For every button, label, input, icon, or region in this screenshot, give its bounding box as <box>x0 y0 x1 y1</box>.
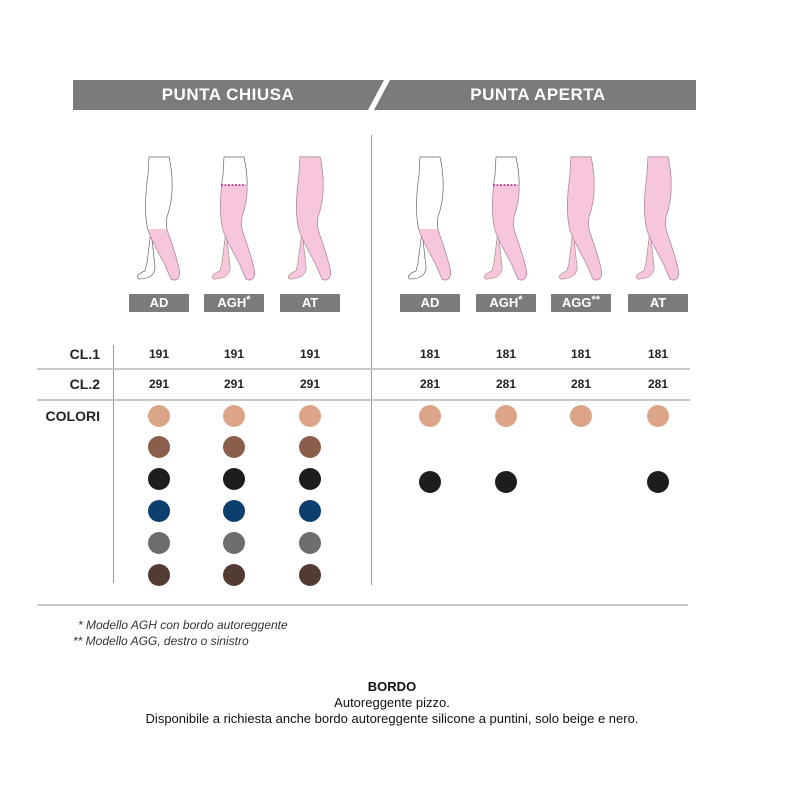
color-swatch <box>148 405 170 427</box>
model-code: AD <box>420 295 440 310</box>
cl2-code: 291 <box>148 377 170 391</box>
footnote-agg: ** Modello AGG, destro o sinistro <box>73 634 249 648</box>
footnote-agh: * Modello AGH con bordo autoreggente <box>78 618 288 632</box>
leg-illustration-ad <box>400 155 460 285</box>
color-swatch <box>299 405 321 427</box>
color-swatch <box>223 436 245 458</box>
model-label-at: AT <box>280 294 340 312</box>
cl1-code: 181 <box>570 347 592 361</box>
leg-illustration-at <box>628 155 688 285</box>
bordo-title: BORDO <box>367 679 417 694</box>
color-swatch <box>223 500 245 522</box>
cl1-code: 191 <box>223 347 245 361</box>
color-swatch <box>299 468 321 490</box>
model-code: AT <box>301 295 319 310</box>
cl2-code: 291 <box>223 377 245 391</box>
bordo-line2: Disponibile a richiesta anche bordo auto… <box>145 711 639 726</box>
color-swatch <box>299 532 321 554</box>
row-label-cl1: CL.1 <box>69 346 100 362</box>
bordo-line1: Autoreggente pizzo. <box>334 695 450 710</box>
color-swatch <box>647 471 669 493</box>
model-code: AT <box>649 295 667 310</box>
cl2-code: 281 <box>570 377 592 391</box>
color-swatch <box>223 532 245 554</box>
header-punta-chiusa: PUNTA CHIUSA <box>73 80 383 110</box>
color-swatch <box>223 564 245 586</box>
color-swatch <box>299 436 321 458</box>
color-swatch <box>570 405 592 427</box>
cl2-code: 291 <box>299 377 321 391</box>
cl1-code: 181 <box>647 347 669 361</box>
model-label-agh: AGH* <box>204 294 264 312</box>
color-swatch <box>223 405 245 427</box>
row-label-cl2: CL.2 <box>69 376 100 392</box>
row-divider <box>37 368 690 370</box>
footnote-mark: * <box>246 294 251 306</box>
row-divider <box>37 399 690 401</box>
footnote-mark: * <box>518 294 523 306</box>
leg-illustration-at <box>280 155 340 285</box>
row-label-colori: COLORI <box>45 408 100 424</box>
color-swatch <box>495 405 517 427</box>
cl1-code: 181 <box>419 347 441 361</box>
group-divider <box>371 135 372 585</box>
color-swatch <box>299 564 321 586</box>
leg-illustration-ad <box>129 155 189 285</box>
color-swatch <box>419 471 441 493</box>
color-swatch <box>148 500 170 522</box>
model-label-ad: AD <box>129 294 189 312</box>
model-label-agh: AGH* <box>476 294 536 312</box>
model-code: AGH <box>489 295 519 310</box>
model-label-at: AT <box>628 294 688 312</box>
model-label-ad: AD <box>400 294 460 312</box>
color-swatch <box>419 405 441 427</box>
cl1-code: 181 <box>495 347 517 361</box>
color-swatch <box>495 471 517 493</box>
model-code: AD <box>149 295 169 310</box>
cl2-code: 281 <box>495 377 517 391</box>
cl1-code: 191 <box>148 347 170 361</box>
footnote-mark: ** <box>591 294 601 306</box>
header-punta-aperta: PUNTA APERTA <box>380 80 696 110</box>
color-swatch <box>148 532 170 554</box>
cl2-code: 281 <box>419 377 441 391</box>
color-swatch <box>647 405 669 427</box>
color-swatch <box>299 500 321 522</box>
color-swatch <box>223 468 245 490</box>
model-code: AGH <box>217 295 247 310</box>
leg-illustration-agg <box>551 155 611 285</box>
leg-illustration-agh <box>204 155 264 285</box>
color-swatch <box>148 436 170 458</box>
cl1-code: 191 <box>299 347 321 361</box>
footer-divider <box>37 604 688 606</box>
color-swatch <box>148 564 170 586</box>
cl2-code: 281 <box>647 377 669 391</box>
leg-illustration-agh <box>476 155 536 285</box>
color-swatch <box>148 468 170 490</box>
model-label-agg: AGG** <box>551 294 611 312</box>
label-column-divider <box>113 345 114 583</box>
model-code: AGG <box>561 295 592 310</box>
